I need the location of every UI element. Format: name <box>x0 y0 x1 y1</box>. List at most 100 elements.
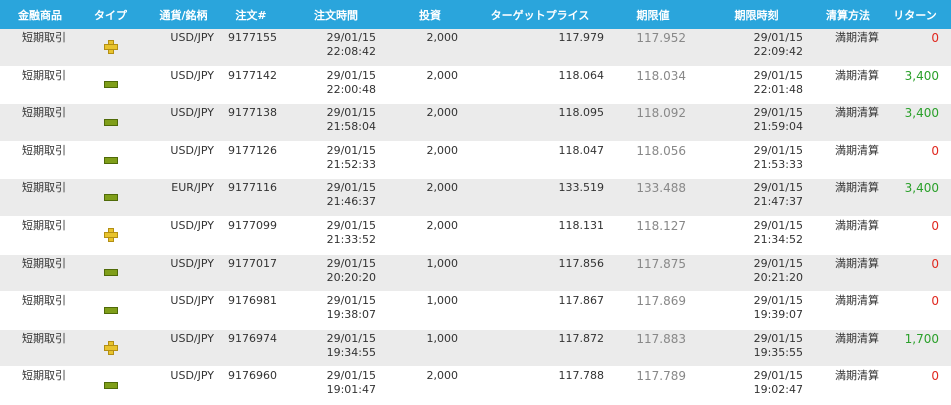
table-row[interactable]: 短期取引 USD/JPY 9177099 29/01/15 21:33:52 2,000 1… <box>0 216 951 255</box>
expiry-date: 29/01/15 <box>753 68 803 82</box>
pair-cell: USD/JPY <box>170 143 214 157</box>
product-cell: 短期取引 <box>22 143 66 157</box>
minus-icon <box>103 269 118 277</box>
invest-cell: 2,000 <box>426 68 459 82</box>
header-order-time[interactable]: 注文時間 <box>314 8 358 22</box>
invest-cell: 2,000 <box>426 143 459 157</box>
order-clock: 22:08:42 <box>326 45 376 58</box>
table-row[interactable]: 短期取引 USD/JPY 9176974 29/01/15 19:34:55 1,000 1… <box>0 329 951 368</box>
header-expiry-time[interactable]: 期限時刻 <box>734 8 779 22</box>
invest-cell: 2,000 <box>426 369 459 383</box>
expiry-time-cell: 29/01/15 22:09:42 <box>696 29 817 66</box>
expiry-time-cell: 29/01/15 21:53:33 <box>696 142 817 179</box>
minus-icon <box>103 118 118 126</box>
table-row[interactable]: 短期取引 EUR/JPY 9177116 29/01/15 21:46:37 2,000 1… <box>0 179 951 217</box>
expiry-clock: 20:21:20 <box>753 270 803 284</box>
invest-cell: 1,000 <box>426 331 459 345</box>
table-row[interactable]: 短期取引 USD/JPY 9177126 29/01/15 21:52:33 2,000 1… <box>0 141 951 180</box>
table-row[interactable]: 短期取引 USD/JPY 9177138 29/01/15 21:58:04 2,000 1… <box>0 104 951 142</box>
expiry-value-cell: 117.952 <box>636 31 686 45</box>
header-invest[interactable]: 投資 <box>419 8 441 22</box>
expiry-date: 29/01/15 <box>753 181 803 195</box>
expiry-time-cell: 29/01/15 21:34:52 <box>696 217 817 254</box>
method-cell: 満期清算 <box>835 68 879 82</box>
order-number-cell: 9177126 <box>228 143 277 157</box>
invest-cell: 2,000 <box>426 31 459 44</box>
header-expiry-value[interactable]: 期限値 <box>636 8 670 22</box>
pair-cell: USD/JPY <box>170 31 214 44</box>
expiry-value-cell: 117.883 <box>636 331 686 346</box>
product-cell: 短期取引 <box>22 256 66 270</box>
table-row[interactable]: 短期取引 USD/JPY 9177142 29/01/15 22:00:48 2,000 1… <box>0 66 951 105</box>
header-order[interactable]: 注文# <box>235 8 267 22</box>
expiry-date: 29/01/15 <box>753 256 803 270</box>
order-number-cell: 9177116 <box>228 181 277 195</box>
minus-icon <box>103 306 118 314</box>
order-date: 29/01/15 <box>326 68 376 82</box>
header-target[interactable]: ターゲットプライス <box>490 8 590 22</box>
table-row[interactable]: 短期取引 USD/JPY 9177017 29/01/15 20:20:20 1,000 1… <box>0 254 951 293</box>
return-cell: 0 <box>931 369 939 384</box>
order-time-cell: 29/01/15 20:20:20 <box>282 255 390 292</box>
target-price-cell: 117.867 <box>558 294 605 308</box>
expiry-time-cell: 29/01/15 19:02:47 <box>696 367 817 404</box>
header-pair[interactable]: 通貨/銘柄 <box>159 8 208 22</box>
expiry-value-cell: 133.488 <box>636 181 686 196</box>
return-cell: 0 <box>931 294 939 309</box>
method-cell: 満期清算 <box>835 31 879 44</box>
type-cell <box>74 104 147 141</box>
order-time-cell: 29/01/15 22:00:48 <box>282 67 390 104</box>
order-number-cell: 9177017 <box>228 256 277 270</box>
expiry-date: 29/01/15 <box>753 369 803 383</box>
order-clock: 21:46:37 <box>326 195 376 209</box>
table-row[interactable]: 短期取引 USD/JPY 9176960 29/01/15 19:01:47 2,000 1… <box>0 367 951 405</box>
method-cell: 満期清算 <box>835 331 879 345</box>
pair-cell: USD/JPY <box>170 68 214 82</box>
product-cell: 短期取引 <box>22 331 66 345</box>
expiry-date: 29/01/15 <box>753 106 803 120</box>
table-header: 金融商品 タイプ 通貨/銘柄 注文# 注文時間 投資 ターゲットプライス 期限値… <box>0 0 951 29</box>
order-clock: 21:58:04 <box>326 120 376 134</box>
method-cell: 満期清算 <box>835 181 879 195</box>
expiry-value-cell: 117.869 <box>636 294 686 309</box>
table-row[interactable]: 短期取引 USD/JPY 9177155 29/01/15 22:08:42 2,000 1… <box>0 29 951 67</box>
product-cell: 短期取引 <box>22 106 66 120</box>
expiry-clock: 21:34:52 <box>753 232 803 246</box>
order-date: 29/01/15 <box>326 181 376 195</box>
product-cell: 短期取引 <box>22 68 66 82</box>
type-cell <box>74 179 147 216</box>
header-product[interactable]: 金融商品 <box>18 8 62 22</box>
plus-icon <box>103 228 118 243</box>
type-cell <box>74 67 147 104</box>
table-row[interactable]: 短期取引 USD/JPY 9176981 29/01/15 19:38:07 1,000 1… <box>0 292 951 330</box>
target-price-cell: 117.856 <box>558 256 605 270</box>
minus-icon <box>103 81 118 89</box>
order-time-cell: 29/01/15 19:34:55 <box>282 330 390 367</box>
plus-icon <box>103 40 118 55</box>
product-cell: 短期取引 <box>22 31 66 44</box>
order-number-cell: 9177142 <box>228 68 277 82</box>
order-clock: 21:33:52 <box>326 232 376 246</box>
order-number-cell: 9177155 <box>228 31 277 44</box>
expiry-time-cell: 29/01/15 21:59:04 <box>696 104 817 141</box>
expiry-time-cell: 29/01/15 19:35:55 <box>696 330 817 367</box>
minus-icon <box>103 156 118 164</box>
invest-cell: 2,000 <box>426 181 459 195</box>
header-return[interactable]: リターン <box>893 8 937 22</box>
expiry-value-cell: 118.034 <box>636 68 686 83</box>
header-type[interactable]: タイプ <box>94 8 127 22</box>
expiry-clock: 19:35:55 <box>753 345 803 359</box>
expiry-value-cell: 118.092 <box>636 106 686 121</box>
expiry-clock: 22:09:42 <box>753 45 803 58</box>
method-cell: 満期清算 <box>835 143 879 157</box>
method-cell: 満期清算 <box>835 369 879 383</box>
type-cell <box>74 142 147 179</box>
order-time-cell: 29/01/15 22:08:42 <box>282 29 390 66</box>
pair-cell: USD/JPY <box>170 331 214 345</box>
order-date: 29/01/15 <box>326 31 376 44</box>
minus-icon <box>103 194 118 202</box>
header-method[interactable]: 清算方法 <box>826 8 870 22</box>
pair-cell: USD/JPY <box>170 218 214 232</box>
type-cell <box>74 217 147 254</box>
order-clock: 22:00:48 <box>326 82 376 96</box>
